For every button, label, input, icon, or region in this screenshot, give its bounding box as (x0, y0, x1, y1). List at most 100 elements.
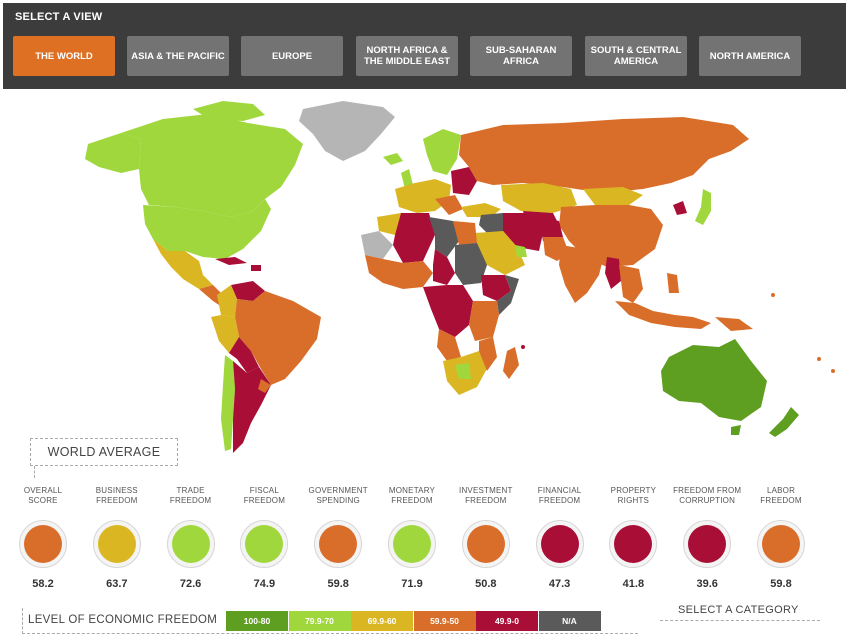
country-pacific-island[interactable] (817, 357, 821, 361)
category-score-dot (171, 525, 210, 563)
country-canada-islands[interactable] (193, 101, 265, 121)
country-western-sahara[interactable] (361, 231, 393, 259)
category-label: LABOR FREEDOM (760, 486, 802, 505)
country-botswana[interactable] (455, 363, 471, 379)
category-score-ring[interactable] (92, 520, 141, 568)
category-score-ring[interactable] (461, 520, 510, 568)
country-southeast-asia[interactable] (619, 265, 643, 303)
country-somalia[interactable] (497, 275, 519, 315)
country-libya[interactable] (429, 217, 459, 257)
country-iceland[interactable] (383, 153, 403, 165)
country-scandinavia[interactable] (423, 129, 461, 175)
category-score-ring[interactable] (683, 520, 732, 568)
category-financial-freedom[interactable]: FINANCIAL FREEDOM 47.3 (519, 486, 601, 590)
country-turkey[interactable] (461, 203, 501, 217)
category-score-ring[interactable] (609, 520, 658, 568)
tab-europe[interactable]: EUROPE (241, 36, 343, 76)
tab-the-world[interactable]: THE WORLD (13, 36, 115, 76)
country-venezuela[interactable] (231, 281, 265, 301)
country-caribbean[interactable] (251, 265, 261, 271)
category-fiscal-freedom[interactable]: FISCAL FREEDOM 74.9 (223, 486, 305, 590)
tab-sub-saharan-africa[interactable]: SUB-SAHARAN AFRICA (470, 36, 572, 76)
world-map[interactable] (3, 89, 846, 489)
tab-north-america[interactable]: NORTH AMERICA (699, 36, 801, 76)
country-cuba[interactable] (215, 257, 247, 265)
country-mexico[interactable] (153, 239, 213, 289)
country-algeria[interactable] (393, 213, 435, 263)
country-tasmania[interactable] (731, 425, 741, 435)
country-greenland[interactable] (299, 101, 395, 161)
tab-south-central-america[interactable]: SOUTH & CENTRAL AMERICA (585, 36, 687, 76)
category-property-rights[interactable]: PROPERTY RIGHTS 41.8 (592, 486, 674, 590)
category-labor-freedom[interactable]: LABOR FREEDOM 59.8 (740, 486, 822, 590)
category-score-ring[interactable] (314, 520, 363, 568)
country-sudan[interactable] (455, 243, 487, 285)
country-eastern-europe[interactable] (451, 167, 477, 195)
category-score-dot (688, 525, 727, 563)
country-angola[interactable] (437, 329, 461, 361)
country-alaska[interactable] (85, 133, 141, 173)
country-brazil[interactable] (235, 291, 321, 385)
category-score-dot (393, 525, 431, 563)
category-investment-freedom[interactable]: INVESTMENT FREEDOM 50.8 (445, 486, 527, 590)
country-western-europe[interactable] (395, 179, 451, 213)
country-chad[interactable] (433, 249, 455, 285)
country-canada[interactable] (121, 114, 303, 217)
country-russia[interactable] (459, 117, 749, 193)
country-ethiopia[interactable] (481, 275, 511, 301)
category-trade-freedom[interactable]: TRADE FREEDOM 72.6 (150, 486, 232, 590)
category-score-ring[interactable] (240, 520, 289, 568)
category-overall-score[interactable]: OVERALL SCORE 58.2 (2, 486, 84, 590)
country-kazakhstan[interactable] (501, 183, 577, 213)
country-madagascar[interactable] (503, 347, 519, 379)
tab-asia-pacific[interactable]: ASIA & THE PACIFIC (127, 36, 229, 76)
category-government-spending[interactable]: GOVERNMENT SPENDING 59.8 (297, 486, 379, 590)
country-iran[interactable] (503, 213, 543, 251)
country-colombia[interactable] (217, 285, 237, 317)
country-east-africa[interactable] (469, 301, 499, 341)
country-papua-new-guinea[interactable] (715, 317, 753, 331)
country-chile[interactable] (221, 355, 235, 451)
country-japan[interactable] (695, 189, 711, 225)
country-pacific-island[interactable] (771, 293, 775, 297)
category-business-freedom[interactable]: BUSINESS FREEDOM 63.7 (76, 486, 158, 590)
category-score-ring[interactable] (388, 520, 436, 568)
category-score-ring[interactable] (535, 520, 584, 568)
country-egypt[interactable] (453, 221, 477, 245)
country-pacific-island[interactable] (831, 369, 835, 373)
country-north-korea[interactable] (673, 201, 687, 215)
country-india[interactable] (559, 245, 603, 303)
country-usa[interactable] (143, 199, 271, 259)
country-pacific-island[interactable] (521, 345, 525, 349)
country-philippines[interactable] (667, 273, 679, 293)
country-gulf-states[interactable] (515, 245, 527, 257)
category-score-dot (319, 525, 358, 563)
country-new-zealand[interactable] (769, 407, 799, 437)
country-afghanistan[interactable] (539, 217, 563, 241)
country-iraq-syria[interactable] (479, 213, 503, 235)
category-score-dot (24, 525, 62, 563)
category-label: OVERALL SCORE (23, 486, 63, 505)
legend-item-3: 59.9-50 (413, 611, 476, 631)
category-freedom-from-corruption[interactable]: FREEDOM FROM CORRUPTION 39.6 (666, 486, 748, 590)
country-myanmar[interactable] (605, 257, 621, 289)
country-uruguay[interactable] (258, 379, 271, 393)
category-score-ring[interactable] (19, 520, 67, 568)
category-score-ring[interactable] (757, 520, 805, 568)
country-australia[interactable] (661, 339, 767, 421)
country-saudi-arabia[interactable] (475, 231, 525, 275)
country-mozambique[interactable] (479, 337, 497, 371)
country-west-africa[interactable] (365, 255, 433, 289)
country-uk[interactable] (401, 169, 413, 189)
legend-frame (22, 608, 638, 634)
country-mongolia[interactable] (583, 187, 643, 205)
tab-north-africa-middle-east[interactable]: NORTH AFRICA & THE MIDDLE EAST (356, 36, 458, 76)
category-score-ring[interactable] (166, 520, 215, 568)
category-monetary-freedom[interactable]: MONETARY FREEDOM 71.9 (371, 486, 453, 590)
country-central-africa[interactable] (423, 285, 473, 337)
category-label: FISCAL FREEDOM (243, 486, 286, 505)
country-peru[interactable] (211, 315, 239, 353)
country-indonesia[interactable] (615, 301, 711, 329)
country-balkans[interactable] (435, 195, 463, 215)
country-bolivia[interactable] (229, 337, 259, 373)
